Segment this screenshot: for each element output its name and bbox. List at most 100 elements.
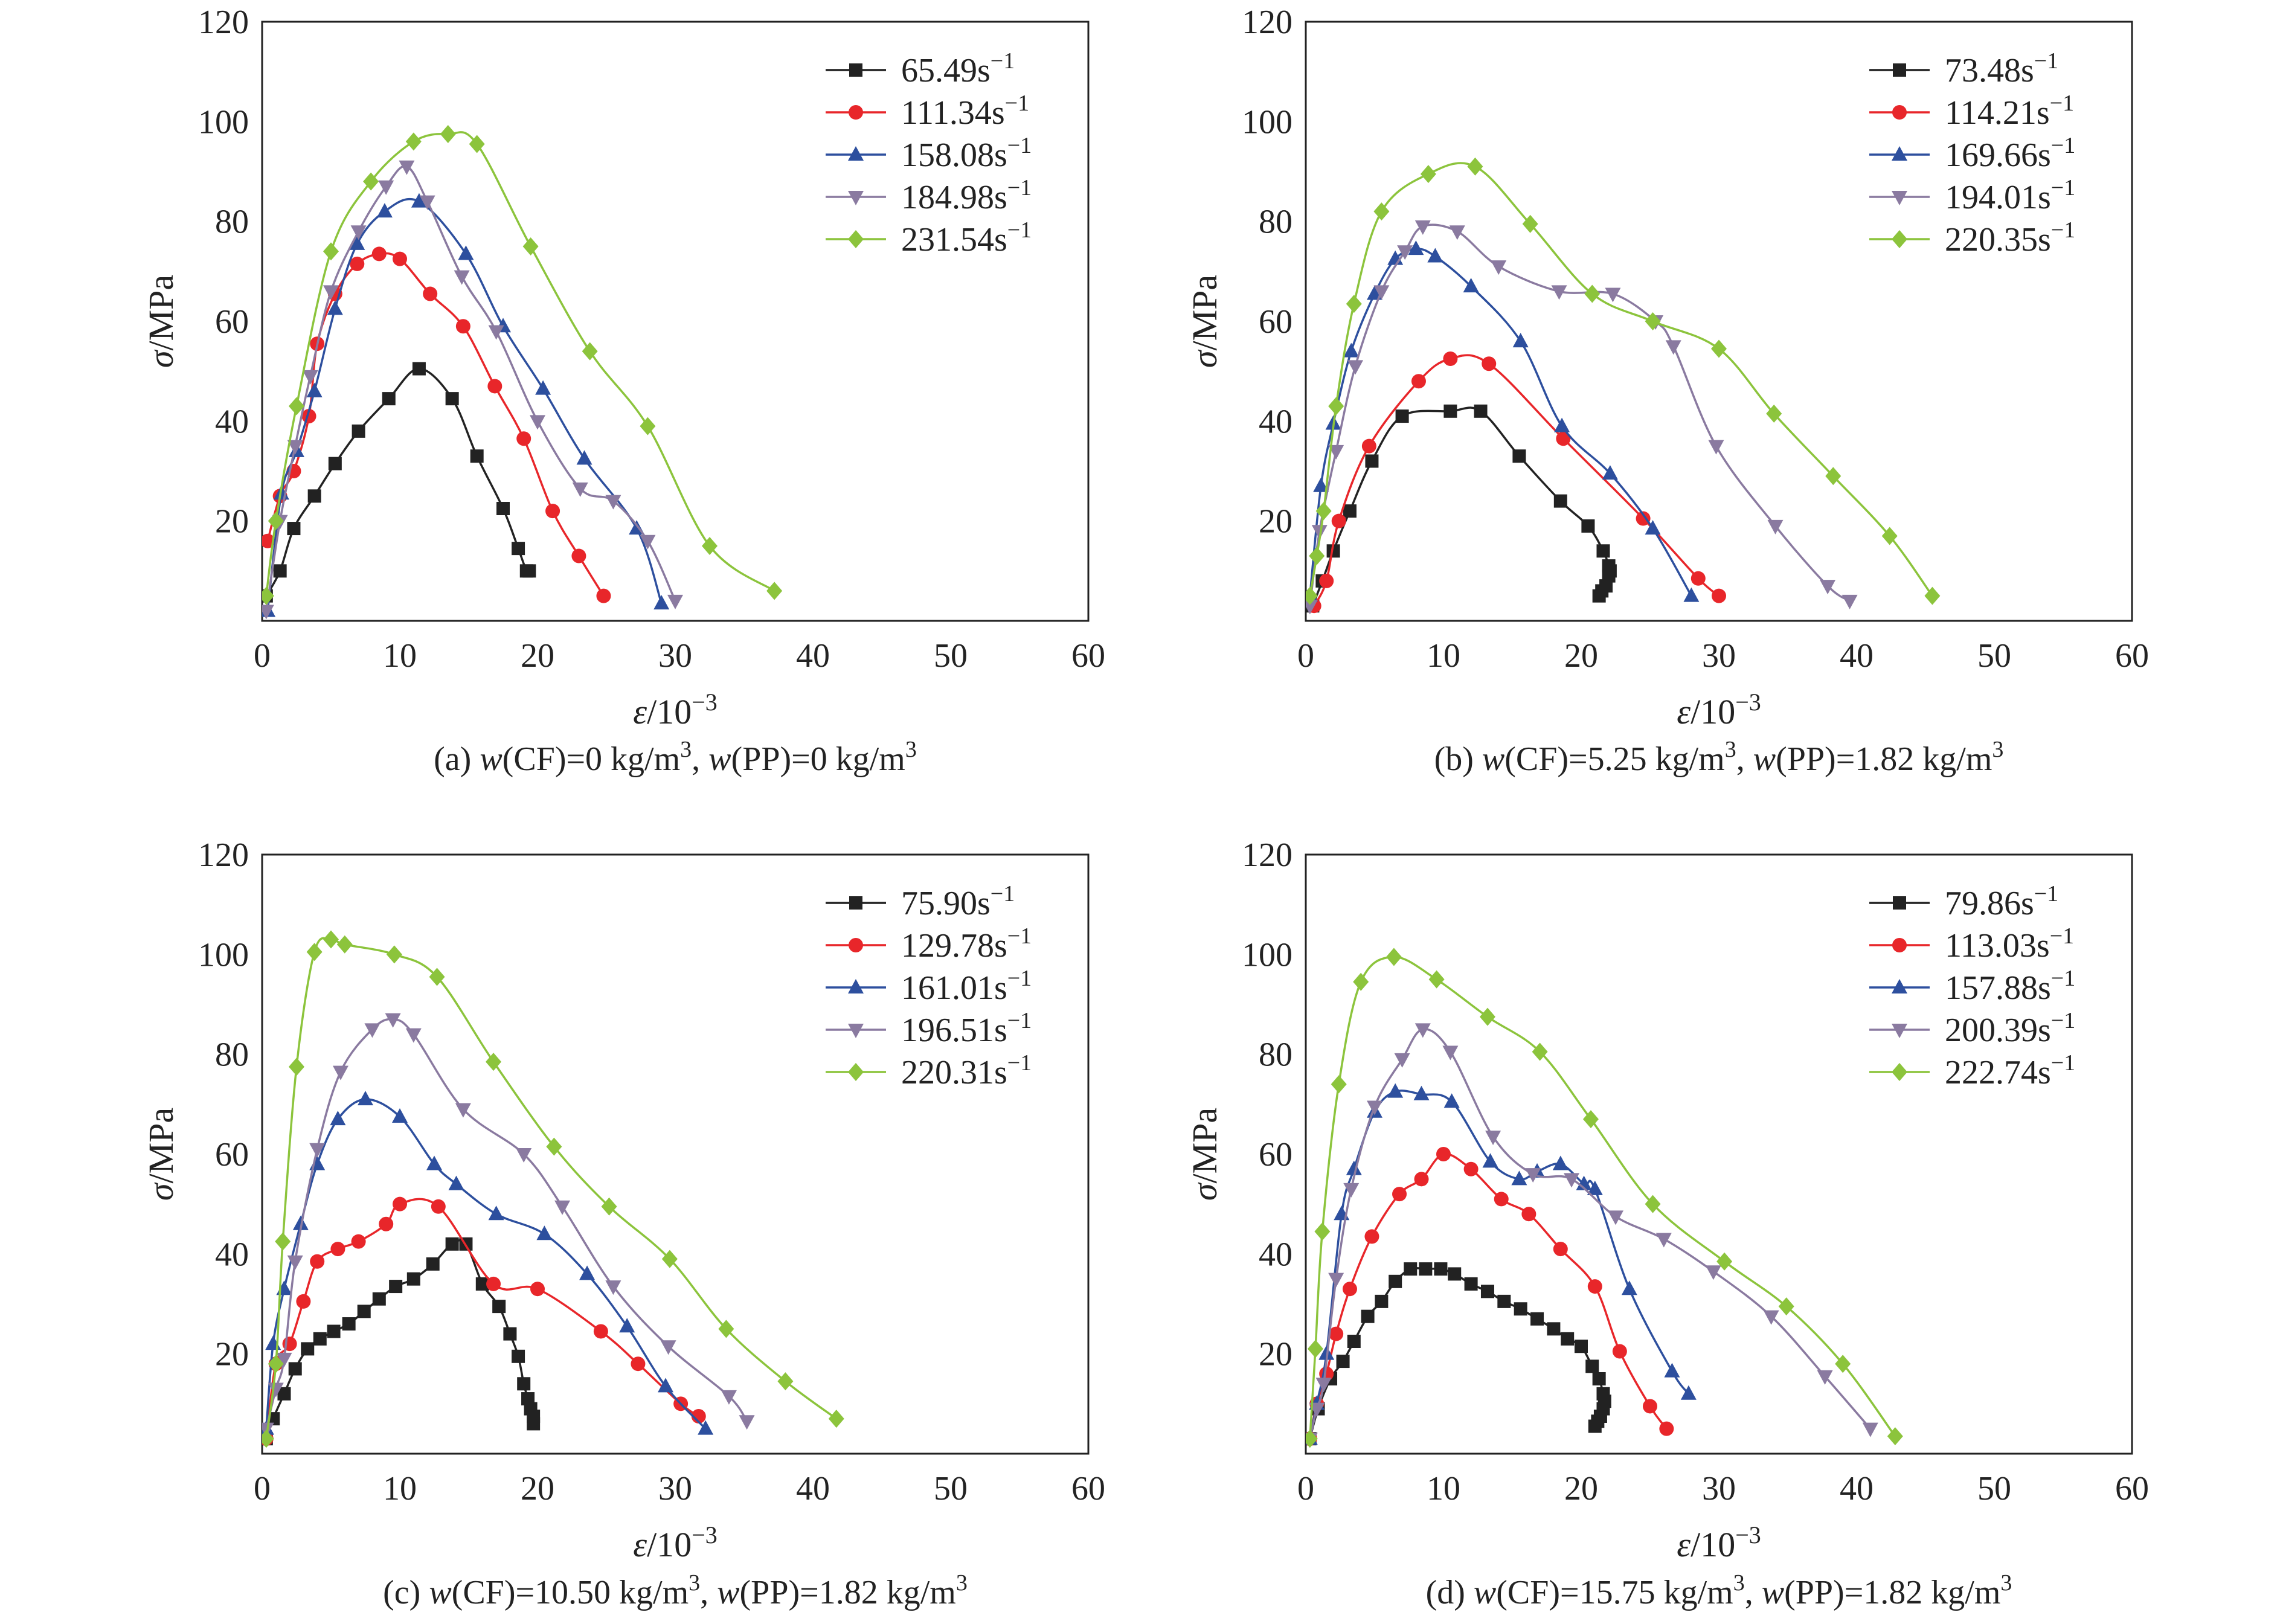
data-point <box>310 1254 325 1269</box>
data-point <box>1443 351 1458 366</box>
data-point <box>527 1417 541 1431</box>
data-point <box>378 180 394 195</box>
data-point <box>306 943 323 961</box>
data-point <box>488 1205 504 1221</box>
y-tick-label: 20 <box>1259 1336 1292 1373</box>
data-point <box>579 1265 596 1280</box>
y-tick-label: 100 <box>1242 103 1292 141</box>
data-point <box>1525 1168 1541 1183</box>
y-tick-label: 20 <box>1259 503 1292 541</box>
data-point <box>1392 1187 1407 1202</box>
data-point <box>440 125 456 143</box>
data-point <box>419 195 435 210</box>
data-point <box>1521 1207 1536 1222</box>
data-point <box>1512 449 1526 463</box>
data-point <box>455 319 470 334</box>
legend-label: 220.35s−1 <box>1945 217 2075 258</box>
legend-item: 200.39s−1 <box>1869 1008 2075 1049</box>
data-point <box>1346 295 1362 313</box>
series-triangle-down <box>262 1013 755 1437</box>
x-tick-label: 0 <box>254 637 271 675</box>
data-point <box>1705 1265 1721 1280</box>
data-point <box>1592 589 1606 603</box>
data-point <box>1413 1085 1430 1100</box>
data-point <box>1448 1267 1462 1281</box>
data-point <box>661 1250 678 1268</box>
data-point <box>1708 440 1724 455</box>
series-triangle-up <box>1306 240 1700 602</box>
data-point <box>1767 519 1784 534</box>
data-point <box>1645 1195 1661 1213</box>
data-point <box>1665 340 1681 355</box>
data-point <box>287 440 303 455</box>
x-tick-label: 20 <box>521 1470 554 1507</box>
data-point <box>1347 360 1364 375</box>
data-point <box>445 1237 459 1251</box>
data-point <box>1346 1160 1362 1175</box>
data-point <box>1551 285 1567 300</box>
data-point <box>276 1352 292 1367</box>
data-point <box>1561 1332 1575 1346</box>
y-tick-label: 100 <box>1242 936 1292 974</box>
y-axis-label: σ/MPa <box>141 1108 181 1201</box>
data-point <box>640 417 656 435</box>
data-point <box>1480 1285 1494 1298</box>
data-point <box>385 1013 401 1028</box>
chart-panel-3: 0 10 20 30 40 50 60 20 40 60 80 100 120 ε/10−3 σ/MPa 79… <box>1185 836 2149 1611</box>
data-point <box>1394 1053 1410 1068</box>
data-point <box>572 482 588 497</box>
data-point <box>1645 312 1661 330</box>
legend-item: 113.03s−1 <box>1869 923 2074 964</box>
legend-item: 73.48s−1 <box>1869 48 2058 89</box>
data-point <box>1680 1385 1697 1400</box>
data-point <box>1326 544 1340 558</box>
x-tick-label: 30 <box>1702 1470 1736 1507</box>
data-point <box>1467 157 1483 176</box>
data-point <box>1434 1262 1448 1276</box>
legend-item: 79.86s−1 <box>1869 881 2058 922</box>
data-point <box>1482 1153 1498 1168</box>
series-square <box>1306 404 1617 613</box>
x-axis-label: ε/10−3 <box>1677 1521 1761 1564</box>
legend-label: 169.66s−1 <box>1945 133 2075 174</box>
x-tick-label: 10 <box>1427 1470 1460 1507</box>
data-point <box>1361 1309 1375 1323</box>
legend-item: 65.49s−1 <box>826 48 1015 89</box>
legend-item: 222.74s−1 <box>1869 1050 2075 1091</box>
x-tick-label: 60 <box>1071 637 1105 675</box>
legend-label: 75.90s−1 <box>901 881 1015 922</box>
data-point <box>1342 1282 1357 1297</box>
y-tick-label: 60 <box>1259 1136 1292 1173</box>
legend-item: 220.35s−1 <box>1869 217 2075 258</box>
data-point <box>619 1318 635 1333</box>
data-point <box>545 504 560 519</box>
chart-panel-0: 0 10 20 30 40 50 60 20 40 60 80 100 120 ε/10−3 σ/MPa 65… <box>141 4 1105 778</box>
data-point <box>1691 571 1706 586</box>
data-point <box>702 537 718 555</box>
data-point <box>492 1300 506 1314</box>
data-point <box>1683 587 1700 602</box>
legend-marker <box>1892 191 1907 205</box>
data-point <box>1924 586 1941 605</box>
y-tick-label: 40 <box>215 403 249 440</box>
data-point <box>458 245 474 260</box>
data-point <box>1353 972 1369 991</box>
x-tick-label: 20 <box>1564 637 1598 675</box>
data-point <box>349 235 365 250</box>
series-triangle-down <box>262 160 683 620</box>
data-point <box>530 415 545 430</box>
panel-caption: (a) w(CF)=0 kg/m3, w(PP)=0 kg/m3 <box>434 737 917 778</box>
data-point <box>653 595 670 610</box>
plot-frame <box>261 21 1090 622</box>
legend-marker <box>849 63 862 77</box>
data-point <box>640 534 656 550</box>
x-tick-label: 40 <box>1840 1470 1874 1507</box>
data-point <box>289 1058 304 1076</box>
data-point <box>429 968 445 986</box>
data-point <box>1474 404 1488 418</box>
series-diamond <box>262 930 844 1448</box>
data-point <box>328 457 342 470</box>
data-point <box>330 1111 346 1126</box>
data-point <box>302 370 318 385</box>
legend-item: 75.90s−1 <box>826 881 1015 922</box>
